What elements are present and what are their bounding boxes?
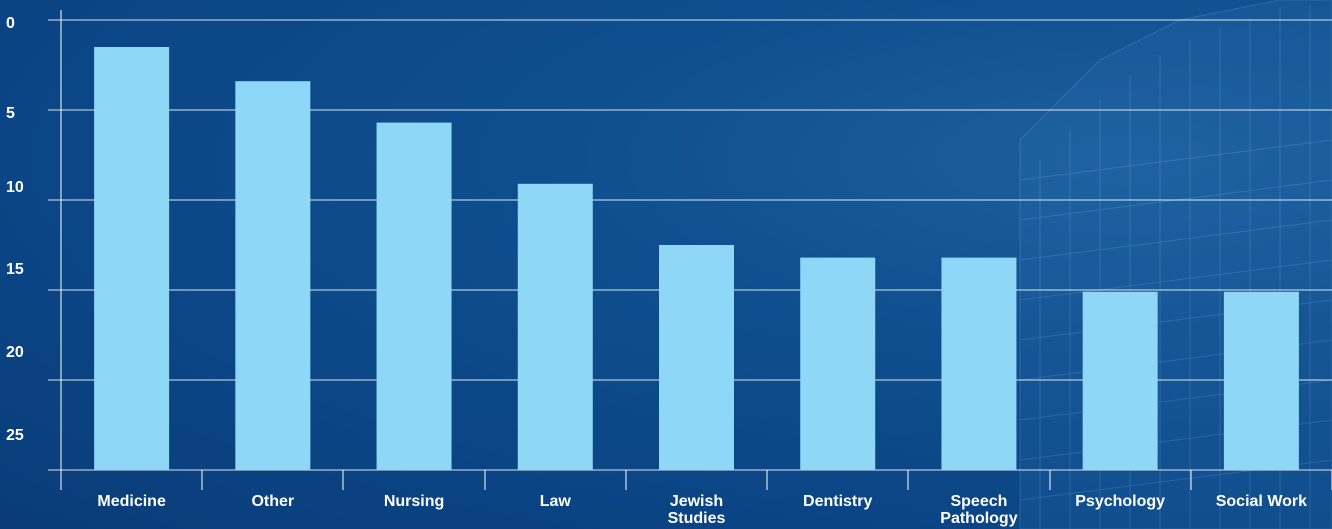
x-tick-label-other: Other	[251, 493, 294, 510]
x-tick-label-speech-pathology: Speech Pathology	[940, 493, 1017, 527]
y-tick-label-10: 10	[6, 179, 24, 196]
x-tick-label-nursing: Nursing	[384, 493, 444, 510]
bar-speech-pathology	[941, 257, 1017, 470]
x-tick-label-law: Law	[540, 493, 572, 510]
bar-dentistry	[800, 257, 876, 470]
bar-medicine	[94, 47, 170, 470]
y-tick-label-15: 15	[6, 261, 24, 278]
axes	[60, 10, 1332, 490]
bar-nursing	[376, 122, 452, 470]
bar-social-work	[1223, 291, 1299, 470]
bar-other	[235, 81, 311, 470]
y-tick-label-20: 20	[6, 344, 24, 361]
x-tick-label-social-work: Social Work	[1216, 493, 1307, 510]
bar-law	[517, 183, 593, 471]
y-tick-label-25: 25	[6, 427, 24, 444]
y-tick-label-0: 0	[6, 15, 15, 32]
x-tick-label-medicine: Medicine	[97, 493, 166, 510]
bar-psychology	[1082, 291, 1158, 470]
y-axis-tick-labels: 0 5 10 15 20 25	[6, 15, 24, 444]
x-tick-label-dentistry: Dentistry	[803, 493, 872, 510]
bar-jewish-studies	[659, 245, 734, 470]
bars	[94, 47, 1299, 471]
x-axis-tick-labels: Medicine Other Nursing Law Jewish Studies Dent…	[97, 493, 1307, 527]
x-tick-label-jewish-studies: Jewish Studies	[668, 493, 726, 527]
x-tick-label-psychology: Psychology	[1075, 493, 1165, 510]
y-tick-label-5: 5	[6, 105, 15, 122]
